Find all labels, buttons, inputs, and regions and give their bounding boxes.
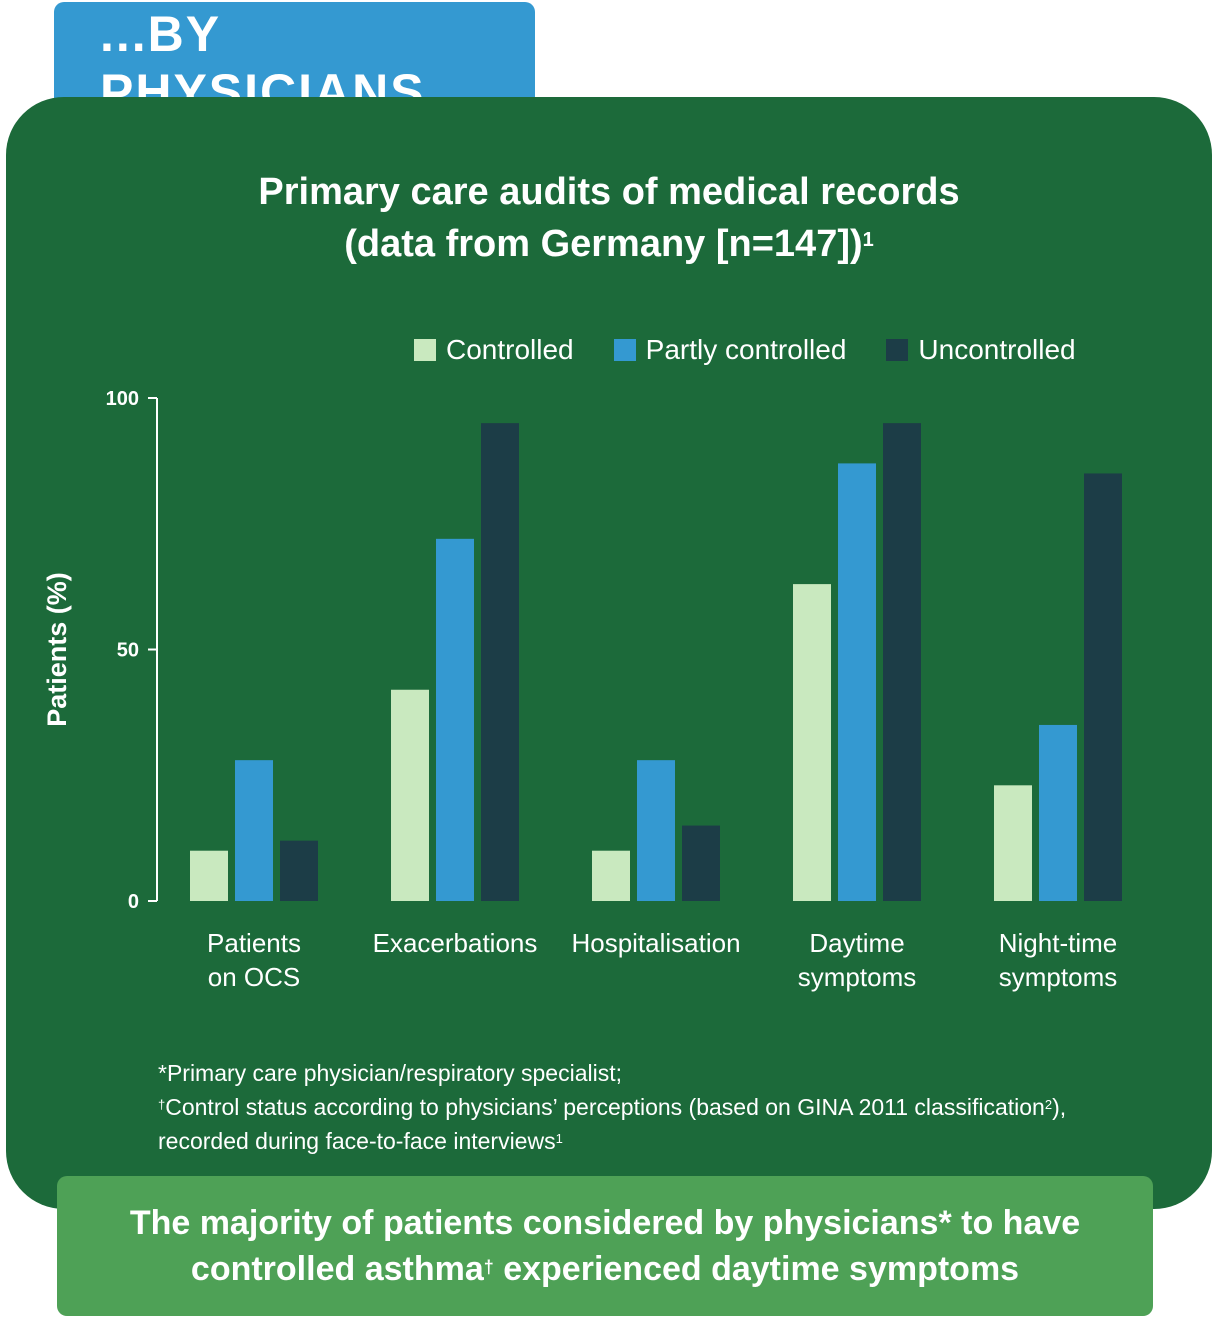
bar-uncontrolled-3 (883, 423, 921, 901)
footnote-2-tail: ), (1052, 1094, 1067, 1120)
chart-title: Primary care audits of medical records (… (6, 166, 1212, 270)
legend: Controlled Partly controlled Uncontrolle… (414, 332, 1076, 368)
footnote-2-text: Control status according to physicians’ … (165, 1094, 1045, 1120)
bar-partly-controlled-4 (1039, 724, 1077, 901)
legend-label-controlled: Controlled (446, 334, 574, 365)
bar-partly-controlled-0 (235, 760, 273, 901)
bar-partly-controlled-3 (838, 463, 876, 901)
legend-entry-controlled: Controlled (414, 334, 574, 366)
footnote-3-text: recorded during face-to-face interviews (158, 1128, 556, 1154)
callout-line2-mark: † (483, 1257, 494, 1277)
chart-title-line1: Primary care audits of medical records (258, 171, 960, 213)
key-finding-callout: The majority of patients considered by p… (57, 1176, 1153, 1316)
y-axis-label: Patients (%) (42, 572, 72, 727)
x-category-label-1-0: Exacerbations (373, 928, 538, 958)
y-tick-label-0: 0 (128, 891, 139, 913)
bar-controlled-4 (994, 785, 1032, 901)
bar-controlled-0 (190, 850, 228, 901)
x-category-label-2-0: Hospitalisation (571, 928, 740, 958)
bar-uncontrolled-1 (481, 423, 519, 901)
bar-uncontrolled-0 (280, 840, 318, 901)
footnote-3: recorded during face-to-face interviews1 (158, 1124, 1178, 1158)
chart-title-ref: 1 (862, 229, 874, 251)
footnote-2-mark: † (158, 1097, 166, 1112)
x-category-label-4-1: symptoms (999, 962, 1117, 992)
y-tick-label-100: 100 (106, 388, 139, 410)
bar-uncontrolled-2 (682, 825, 720, 901)
legend-label-uncontrolled: Uncontrolled (918, 334, 1076, 365)
footnote-2: †Control status according to physicians’… (158, 1090, 1178, 1124)
callout-line2-b: experienced daytime symptoms (493, 1250, 1020, 1288)
x-category-label-4-0: Night-time (999, 928, 1117, 958)
bar-partly-controlled-1 (436, 538, 474, 901)
x-category-label-0-0: Patients (207, 928, 301, 958)
legend-entry-uncontrolled: Uncontrolled (886, 334, 1076, 366)
legend-swatch-partly-controlled (613, 339, 636, 361)
chart-title-line2-text: (data from Germany [n=147]) (344, 223, 863, 265)
chart-panel (6, 97, 1212, 1209)
legend-swatch-controlled (414, 339, 436, 361)
chart-title-line2: (data from Germany [n=147])1 (6, 218, 1212, 270)
footnote-1: *Primary care physician/respiratory spec… (158, 1060, 622, 1086)
callout-line2-a: controlled asthma (190, 1250, 484, 1288)
bar-controlled-3 (793, 584, 831, 901)
bar-uncontrolled-4 (1084, 473, 1122, 901)
legend-label-partly-controlled: Partly controlled (645, 334, 847, 365)
callout-line2: controlled asthma† experienced daytime s… (191, 1246, 1019, 1292)
footnote-3-ref: 1 (555, 1131, 563, 1146)
x-category-label-3-1: symptoms (798, 962, 916, 992)
x-category-label-3-0: Daytime (809, 928, 904, 958)
legend-entry-partly-controlled: Partly controlled (613, 334, 847, 366)
callout-line1: The majority of patients considered by p… (129, 1204, 1081, 1242)
x-category-label-0-1: on OCS (208, 962, 301, 992)
bar-controlled-2 (592, 850, 630, 901)
footnotes: *Primary care physician/respiratory spec… (158, 1056, 1178, 1158)
bar-controlled-1 (391, 689, 429, 901)
y-tick-label-50: 50 (117, 640, 139, 662)
legend-swatch-uncontrolled (886, 339, 909, 361)
footnote-2-ref: 2 (1044, 1097, 1053, 1112)
bar-partly-controlled-2 (637, 760, 675, 901)
